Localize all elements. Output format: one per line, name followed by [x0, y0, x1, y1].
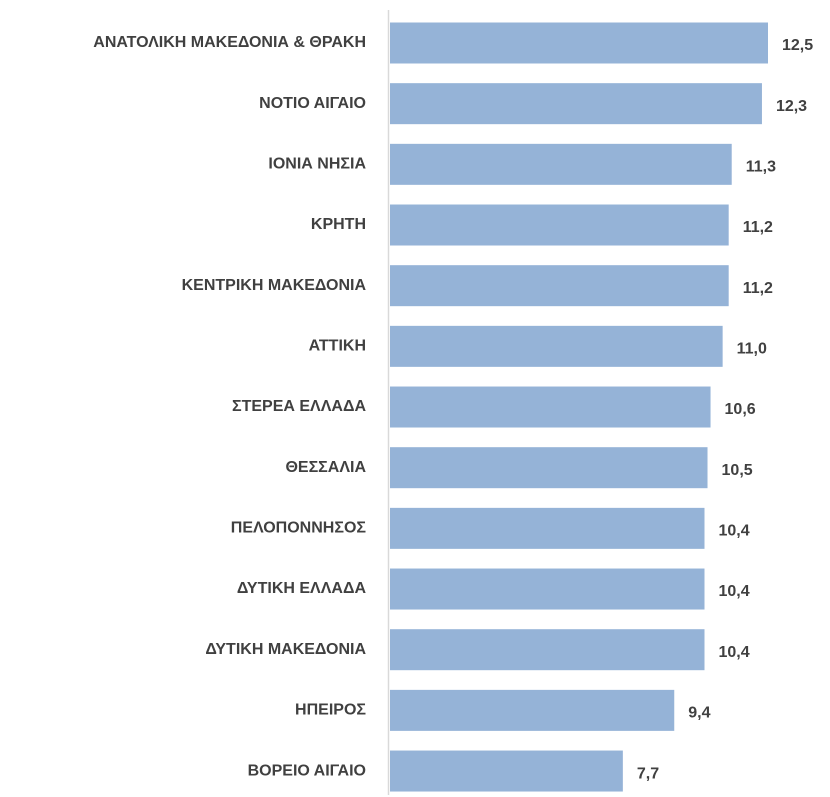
category-label: ΙΟΝΙΑ ΝΗΣΙΑ: [268, 156, 366, 173]
bar: [390, 750, 623, 792]
bar: [390, 204, 729, 246]
category-label: ΘΕΣΣΑΛΙΑ: [285, 459, 366, 476]
value-label: 12,5: [782, 37, 813, 54]
value-label: 10,5: [722, 462, 753, 479]
category-label: ΚΡΗΤΗ: [311, 216, 366, 233]
value-label: 10,4: [718, 644, 749, 661]
value-label: 11,3: [746, 159, 776, 176]
bar: [390, 83, 762, 125]
value-label: 11,2: [743, 280, 773, 297]
value-label: 10,6: [725, 401, 756, 418]
value-label: 10,4: [718, 523, 749, 540]
value-label: 11,2: [743, 219, 773, 236]
value-label: 7,7: [637, 765, 659, 782]
category-label: ΒΟΡΕΙΟ ΑΙΓΑΙΟ: [248, 762, 366, 779]
category-label: ΣΤΕΡΕΑ ΕΛΛΑΔΑ: [232, 398, 366, 415]
category-label: ΗΠΕΙΡΟΣ: [295, 702, 366, 719]
bar: [390, 689, 675, 731]
category-label: ΔΥΤΙΚΗ ΜΑΚΕΔΟΝΙΑ: [205, 641, 366, 658]
value-label: 12,3: [776, 98, 807, 115]
bar: [390, 447, 708, 489]
category-label: ΔΥΤΙΚΗ ΕΛΛΑΔΑ: [237, 580, 367, 597]
category-label: ΝΟΤΙΟ ΑΙΓΑΙΟ: [259, 95, 366, 112]
bar: [390, 22, 768, 64]
category-label: ΑΝΑΤΟΛΙΚΗ ΜΑΚΕΔΟΝΙΑ & ΘΡΑΚΗ: [93, 34, 366, 51]
value-label: 10,4: [718, 583, 749, 600]
category-label: ΑΤΤΙΚΗ: [309, 338, 366, 355]
bar: [390, 507, 705, 549]
value-label: 11,0: [737, 341, 767, 358]
bar: [390, 386, 711, 428]
bar: [390, 325, 723, 367]
bar: [390, 568, 705, 610]
bar: [390, 265, 729, 307]
value-label: 9,4: [688, 705, 710, 722]
bar: [390, 143, 732, 185]
category-label: ΚΕΝΤΡΙΚΗ ΜΑΚΕΔΟΝΙΑ: [182, 277, 367, 294]
bar: [390, 629, 705, 671]
category-label: ΠΕΛΟΠΟΝΝΗΣΟΣ: [231, 520, 367, 537]
